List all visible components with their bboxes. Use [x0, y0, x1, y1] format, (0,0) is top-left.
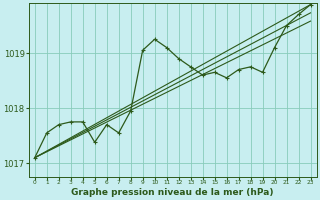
X-axis label: Graphe pression niveau de la mer (hPa): Graphe pression niveau de la mer (hPa) — [71, 188, 274, 197]
